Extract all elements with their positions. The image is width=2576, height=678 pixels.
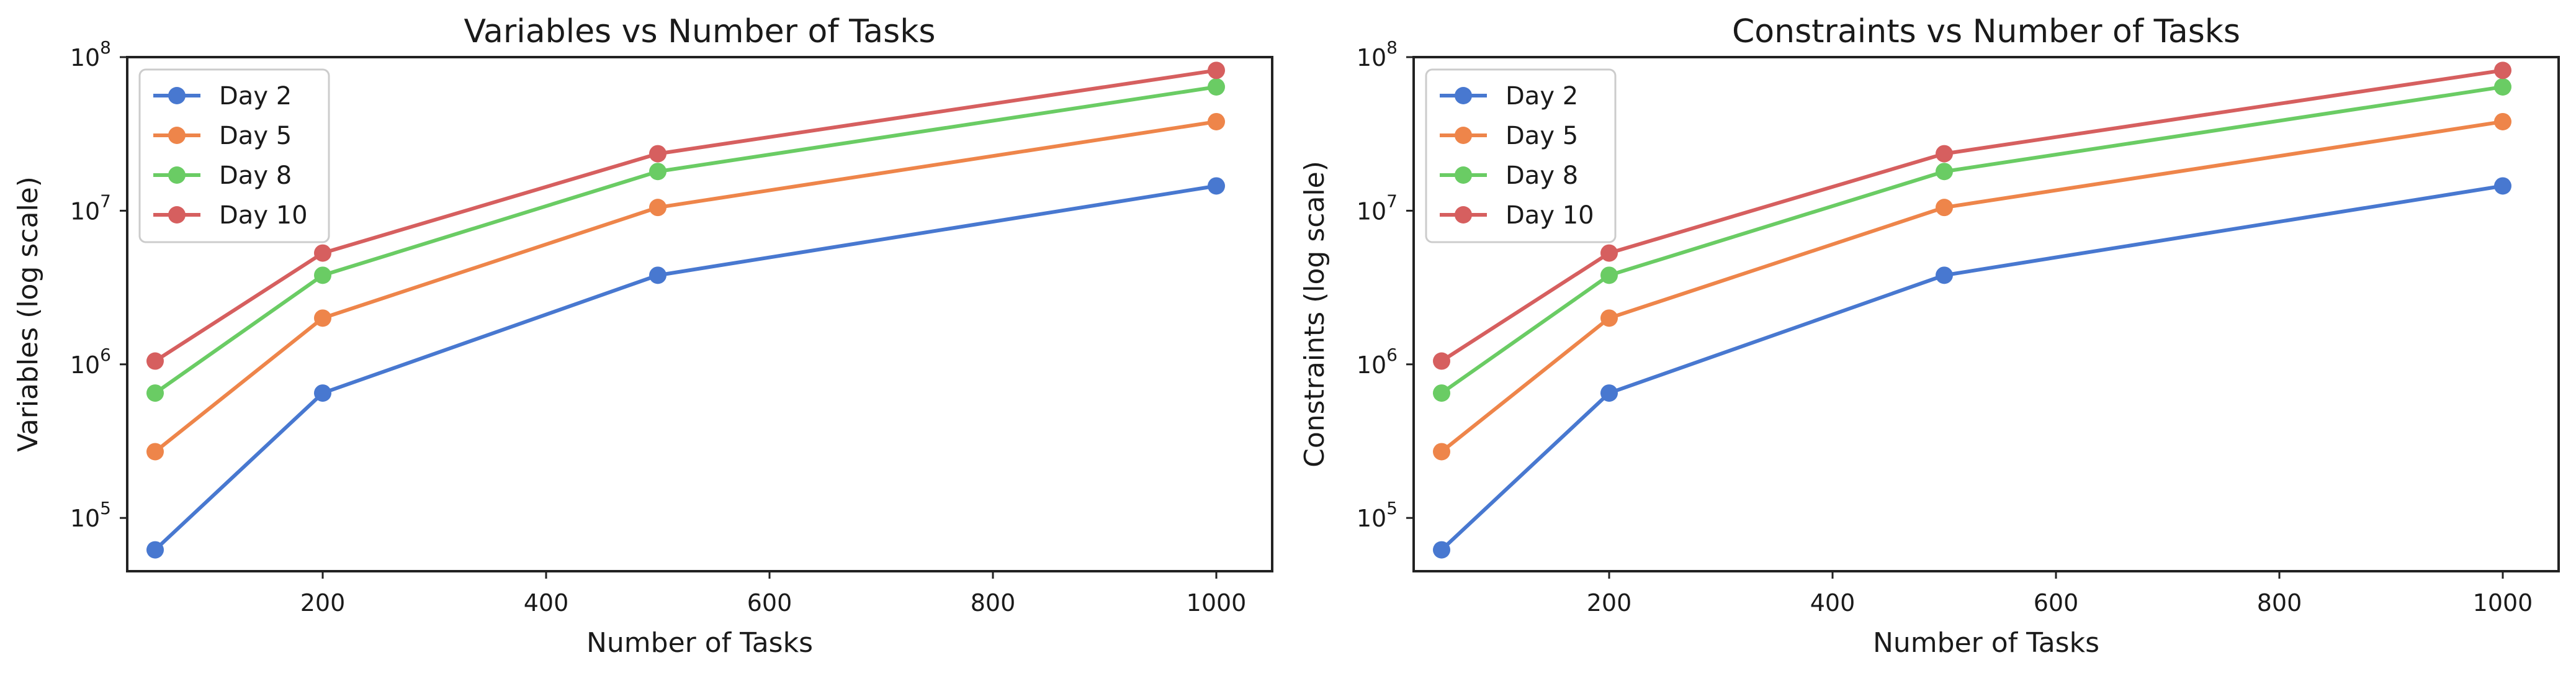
legend-marker: [1455, 166, 1472, 184]
legend-label: Day 8: [1506, 161, 1578, 190]
y-tick-label: 107: [1357, 191, 1398, 225]
series-line: [1440, 119, 2503, 453]
plot-frame: [1412, 56, 2560, 572]
chart-variables: Variables vs Number of Tasks 200 400 600 800…: [12, 13, 1273, 659]
data-point: [1600, 266, 1618, 284]
legend-label: Day 5: [1506, 122, 1578, 150]
series-line: [154, 119, 1217, 453]
x-axis-label: Number of Tasks: [1873, 627, 2099, 659]
x-tick-label: 200: [1587, 589, 1632, 617]
data-point: [146, 352, 164, 370]
data-point: [2494, 177, 2511, 195]
legend-box: [138, 68, 330, 243]
legend-marker: [1455, 206, 1472, 224]
legend-marker: [168, 87, 186, 104]
legend-label: Day 10: [219, 201, 308, 230]
y-axis-label: Variables (log scale): [12, 176, 44, 452]
data-point: [2494, 61, 2511, 79]
series-line: [153, 184, 1217, 551]
x-tick-label: 1000: [1187, 589, 1247, 617]
legend-marker: [168, 166, 186, 184]
legend-marker: [1455, 87, 1472, 104]
series-line: [1440, 84, 2503, 395]
data-point: [1208, 112, 1225, 130]
data-point: [649, 266, 666, 284]
data-point: [1433, 352, 1450, 370]
y-tick-label: 107: [70, 191, 111, 225]
x-tick-label: 1000: [2473, 589, 2533, 617]
data-point: [1600, 309, 1618, 327]
chart-title: Constraints vs Number of Tasks: [1732, 13, 2240, 50]
legend-marker: [168, 127, 186, 144]
data-point: [649, 199, 666, 217]
y-tick-label: 105: [1357, 498, 1398, 532]
x-axis-label: Number of Tasks: [586, 627, 813, 659]
legend-box: [1425, 68, 1617, 243]
data-point: [1433, 541, 1450, 559]
y-tick-label: 108: [70, 37, 111, 71]
data-point: [2494, 78, 2511, 96]
data-point: [314, 384, 331, 402]
data-point: [1208, 78, 1225, 96]
data-point: [314, 244, 331, 262]
data-point: [1600, 244, 1618, 262]
data-point: [314, 309, 331, 327]
data-point: [1600, 384, 1618, 402]
series-line: [154, 68, 1217, 363]
legend-label: Day 2: [219, 82, 292, 111]
data-point: [1936, 199, 1953, 217]
data-point: [146, 443, 164, 461]
chart-constraints: Constraints vs Number of Tasks 200 400 600 8…: [1299, 13, 2560, 659]
data-point: [314, 266, 331, 284]
x-tick-label: 600: [747, 589, 792, 617]
legend-label: Day 2: [1506, 82, 1578, 111]
data-point: [146, 541, 164, 559]
data-point: [1208, 61, 1225, 79]
y-tick-label: 106: [70, 345, 111, 379]
legend-marker: [1455, 127, 1472, 144]
x-tick-label: 800: [971, 589, 1016, 617]
x-tick-label: 400: [524, 589, 569, 617]
data-point: [1936, 266, 1953, 284]
legend-marker: [168, 206, 186, 224]
x-tick-label: 400: [1810, 589, 1856, 617]
series-line: [154, 84, 1217, 395]
plot-frame: [126, 56, 1273, 572]
y-tick-label: 108: [1357, 37, 1398, 71]
y-tick-label: 106: [1357, 345, 1398, 379]
data-point: [1936, 163, 1953, 181]
series-line: [1440, 68, 2503, 363]
y-tick-label: 105: [70, 498, 111, 532]
x-tick-label: 600: [2034, 589, 2079, 617]
legend-label: Day 5: [219, 122, 292, 150]
data-point: [1433, 443, 1450, 461]
x-tick-label: 200: [300, 589, 346, 617]
data-point: [1433, 384, 1450, 402]
data-point: [146, 384, 164, 402]
y-axis-label: Constraints (log scale): [1299, 161, 1331, 468]
x-tick-label: 800: [2257, 589, 2302, 617]
chart-title: Variables vs Number of Tasks: [464, 13, 936, 50]
legend-label: Day 8: [219, 161, 292, 190]
data-point: [1936, 145, 1953, 163]
data-point: [649, 145, 666, 163]
legend-label: Day 10: [1506, 201, 1594, 230]
series-line: [1440, 184, 2503, 551]
data-point: [1208, 177, 1225, 195]
data-point: [649, 163, 666, 181]
data-point: [2494, 112, 2511, 130]
